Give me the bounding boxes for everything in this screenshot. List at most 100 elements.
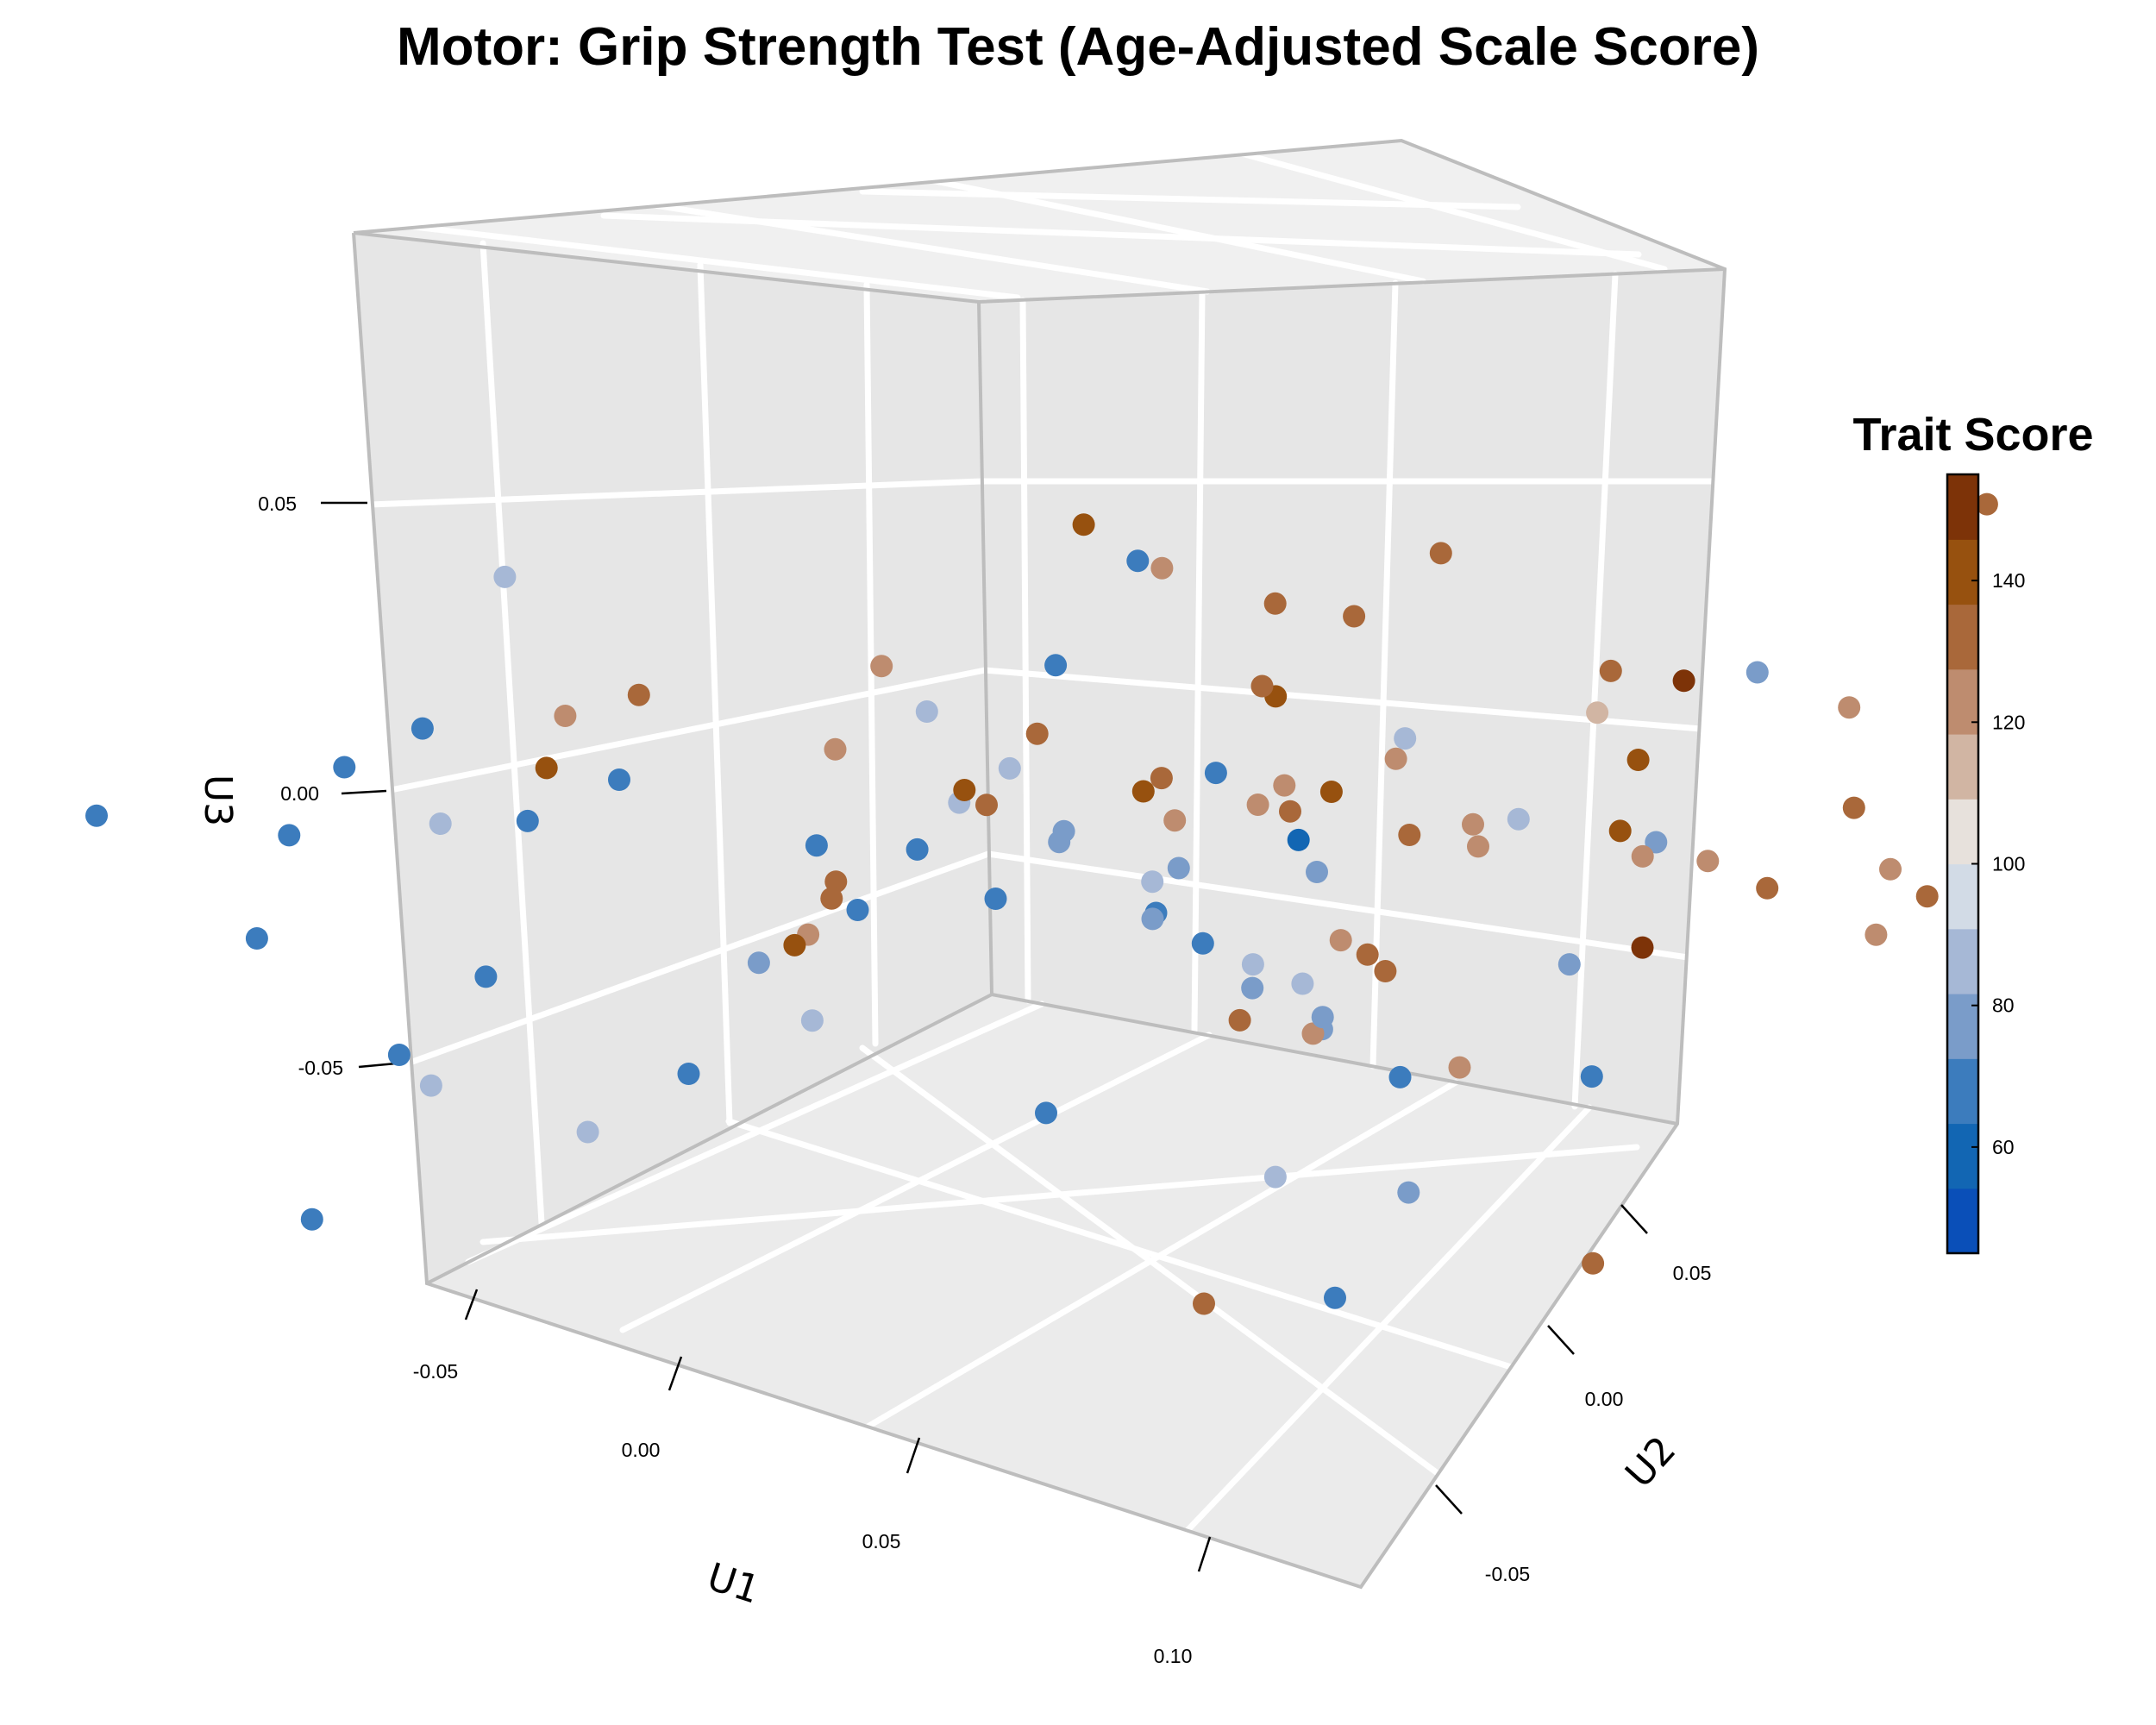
grid-wall-right-h3 [985,850,1691,961]
colorbar-segment-1 [1947,1188,1978,1254]
data-point-71 [608,768,630,791]
tick-label-u2: 0.00 [1585,1388,1624,1410]
colorbar-segment-10 [1947,604,1978,670]
grid-wall-left-h3 [399,850,992,1069]
data-point-64 [1193,1292,1215,1315]
data-point-65 [1388,1065,1412,1088]
grid-floor-u1-a [465,1000,1045,1265]
data-point-26 [1467,835,1489,858]
data-point-9 [1672,669,1695,693]
tick-label-u1: 0.10 [1154,1645,1193,1667]
scatter-points [85,492,1998,1315]
data-point-45 [1273,774,1296,797]
data-point-62 [1865,923,1888,946]
axis-title-u1: U1 [702,1555,765,1613]
tick-label-u3: 0.05 [258,492,297,515]
grid-floor-u2-c [859,1044,1478,1504]
tick-label-u2: 0.05 [1673,1262,1712,1284]
data-point-102 [915,700,938,723]
tick-mark-u3-000 [341,789,387,795]
data-point-47 [1462,812,1484,836]
data-point-100 [1580,1065,1603,1088]
edge-inner-floor-left [426,993,993,1285]
data-point-61 [1356,943,1379,966]
colorbar-segment-4 [1947,994,1978,1059]
tick-mark-u1-010 [1197,1536,1212,1572]
data-point-70 [516,809,539,832]
colorbar-segment-6 [1947,863,1978,930]
colorbar-segment-5 [1947,928,1978,994]
data-point-5 [1599,659,1622,682]
data-point-31 [1915,885,1939,908]
colorbar-title: Trait Score [1852,409,2093,461]
grid-wall-right-v3 [1369,279,1399,1070]
grid-ceiling-f [859,188,1521,210]
axis-ticks [321,501,1648,1572]
data-point-78 [1167,856,1190,880]
tick-label-u3: -0.05 [298,1057,343,1079]
data-point-3 [1150,556,1174,580]
grid-wall-left-h2 [383,667,988,794]
data-point-59 [1448,1056,1471,1079]
data-point-85 [1035,1101,1057,1125]
data-point-73 [906,837,929,861]
data-point-16 [493,565,517,588]
grid-wall-right-v4 [1571,271,1619,1110]
data-point-11 [1745,661,1769,684]
data-point-30 [1696,850,1720,873]
tick-labels: 0.05 0.00 -0.05 -0.05 0.00 0.05 0.10 0.0… [258,492,1711,1667]
data-point-17 [870,655,893,678]
data-point-98 [1324,1286,1346,1309]
colorbar-ticks: 60 80 100 120 140 [1971,569,2025,1158]
data-point-50 [820,887,843,910]
data-point-104 [1507,807,1530,831]
data-point-1 [1975,492,1998,516]
data-point-86 [1263,1165,1287,1189]
tick-mark-u2-000 [1547,1325,1575,1355]
data-point-54 [783,933,806,957]
colorbar: Trait Score 60 80 100 120 140 [1852,409,2094,1255]
grid-floor-u1-d [1156,1104,1593,1563]
data-point-56 [1631,936,1654,959]
data-point-84 [800,1009,824,1032]
colorbar-tick-label: 120 [1992,711,2025,733]
tick-mark-u1-m005 [464,1289,479,1320]
data-point-88 [387,1044,411,1066]
data-point-94 [85,804,108,827]
tick-label-u2: -0.05 [1485,1563,1530,1585]
colorbar-segment-7 [1947,799,1978,865]
data-point-95 [411,717,434,740]
data-point-25 [1608,819,1632,843]
data-point-29 [1631,844,1654,868]
tick-mark-u2-m005 [1435,1484,1463,1515]
data-point-43 [998,756,1021,780]
data-point-18 [1263,592,1287,615]
axis-title-u3: U3 [196,775,240,826]
data-point-75 [1052,819,1075,843]
grid-ceiling-e [600,212,1642,258]
data-point-2 [1072,513,1095,536]
data-point-48 [1329,929,1352,952]
data-point-7 [1126,549,1150,573]
data-point-12 [1586,701,1609,724]
data-point-105 [1287,828,1310,851]
data-point-79 [1241,976,1264,1000]
data-point-14 [627,683,650,706]
colorbar-segment-8 [1947,734,1978,800]
data-point-22 [1279,800,1301,823]
data-point-4 [1429,542,1452,565]
data-point-32 [1879,857,1902,881]
grid-wall-left-v2 [697,261,733,1126]
data-point-21 [1246,794,1269,816]
data-point-6 [1343,605,1366,628]
data-point-69 [1241,953,1264,976]
data-point-53 [747,951,770,975]
tick-mark-u1-000 [667,1356,683,1391]
data-point-10 [1838,696,1861,719]
data-point-19 [1250,674,1274,698]
colorbar-segment-9 [1947,668,1978,735]
data-point-81 [846,899,869,921]
data-point-44 [1163,809,1187,832]
colorbar-segment-2 [1947,1123,1978,1189]
grid-ceiling-a [411,223,1021,301]
